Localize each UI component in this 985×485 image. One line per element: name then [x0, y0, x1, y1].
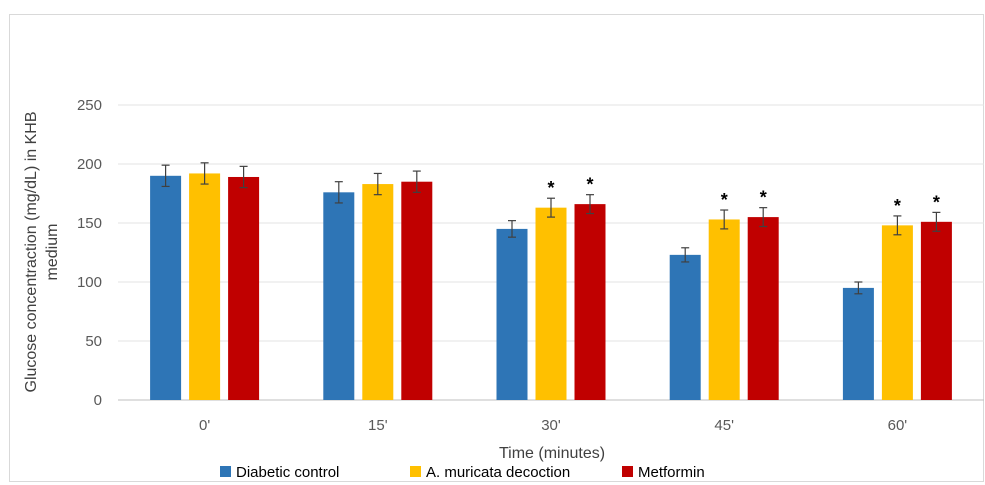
y-tick-label: 200: [77, 156, 102, 173]
y-tick-label: 100: [77, 274, 102, 291]
bar: [747, 217, 779, 400]
y-axis-title: Glucose concentraction (mg/dL) in KHB: [23, 111, 40, 392]
bar: [362, 184, 394, 400]
bar: [574, 204, 606, 400]
bar: [150, 175, 182, 400]
significance-marker: *: [933, 192, 940, 212]
significance-marker: *: [894, 196, 901, 216]
y-axis-title-line-2: medium: [44, 224, 61, 281]
bar: [323, 192, 355, 400]
legend-label: Diabetic control: [236, 464, 339, 481]
bar: [228, 176, 260, 400]
x-tick-label: 30': [541, 417, 561, 434]
bar: [535, 207, 567, 400]
y-tick-label: 0: [94, 392, 102, 409]
bar: [496, 228, 528, 400]
x-tick-label: 60': [888, 417, 908, 434]
y-axis-ticks: 0 50 100 150 200 250: [77, 97, 102, 409]
x-axis-title: Time (minutes): [499, 445, 605, 462]
bar: [669, 254, 701, 400]
bar: [189, 173, 221, 400]
bar: [401, 181, 433, 400]
legend: Diabetic control A. muricata decoction Met…: [220, 464, 705, 481]
legend-swatch: [220, 466, 231, 477]
y-tick-label: 150: [77, 215, 102, 232]
x-axis-ticks: 0' 15' 30' 45' 60': [199, 417, 907, 434]
significance-marker: *: [586, 175, 593, 195]
bar-series: * * * * * *: [150, 162, 952, 400]
y-tick-label: 250: [77, 97, 102, 114]
legend-swatch: [410, 466, 421, 477]
significance-marker: *: [547, 178, 554, 198]
bar: [881, 225, 913, 400]
bar: [842, 287, 874, 400]
significance-marker: *: [760, 188, 767, 208]
x-tick-label: 15': [368, 417, 388, 434]
legend-label: Metformin: [638, 464, 705, 481]
bar: [708, 219, 740, 400]
significance-marker: *: [721, 190, 728, 210]
y-tick-label: 50: [85, 333, 102, 350]
bar: [920, 221, 952, 400]
x-tick-label: 0': [199, 417, 210, 434]
legend-label: A. muricata decoction: [426, 464, 570, 481]
x-tick-label: 45': [714, 417, 734, 434]
legend-swatch: [622, 466, 633, 477]
